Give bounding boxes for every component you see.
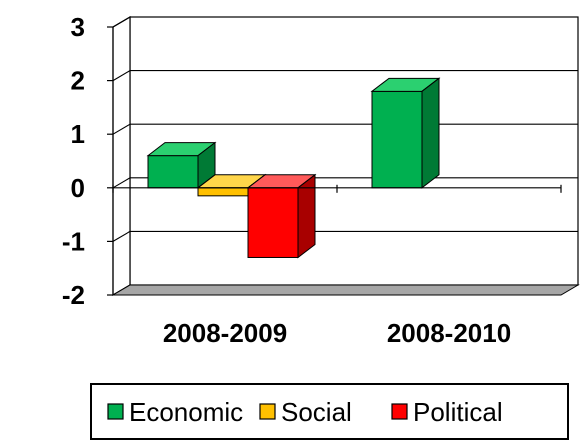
bar-front	[197, 187, 249, 197]
y-axis: 3 2 1 0 -1 -2	[62, 12, 114, 310]
y-tick-label: 0	[71, 173, 85, 203]
gridline-depth	[112, 70, 131, 82]
x-axis: 2008-2009 2008-2010	[112, 184, 562, 348]
legend-box	[90, 383, 569, 440]
y-tick-label: -2	[62, 280, 85, 310]
gridline-depth	[112, 16, 131, 28]
legend-label-economic: Economic	[129, 397, 243, 427]
gridline-depth	[112, 123, 131, 135]
gridline-depth	[112, 230, 131, 242]
legend-label-social: Social	[281, 397, 352, 427]
y-tick-label: -1	[62, 226, 85, 256]
gridline-depth	[112, 177, 131, 189]
legend: Economic Social Political	[90, 383, 569, 440]
x-category-label: 2008-2009	[163, 318, 287, 348]
bar-economic-2008-2009	[146, 141, 217, 189]
side-wall	[112, 15, 131, 297]
floor	[111, 284, 580, 296]
legend-label-political: Political	[413, 397, 503, 427]
bar-front	[247, 187, 299, 258]
bar-side	[297, 173, 316, 259]
y-tick-label: 3	[71, 12, 85, 42]
legend-swatch-political	[391, 403, 408, 420]
bar-political-2008-2009	[246, 173, 317, 259]
bar-economic-2008-2010	[370, 77, 441, 189]
y-tick-label: 2	[71, 66, 85, 96]
bar-side	[421, 77, 440, 189]
bars	[146, 77, 441, 259]
bar-front	[371, 90, 423, 189]
y-tick-label: 1	[71, 119, 85, 149]
bar-front	[147, 155, 199, 189]
x-category-label: 2008-2010	[387, 318, 511, 348]
legend-swatch-economic	[107, 403, 124, 420]
legend-swatch-social	[259, 403, 276, 420]
